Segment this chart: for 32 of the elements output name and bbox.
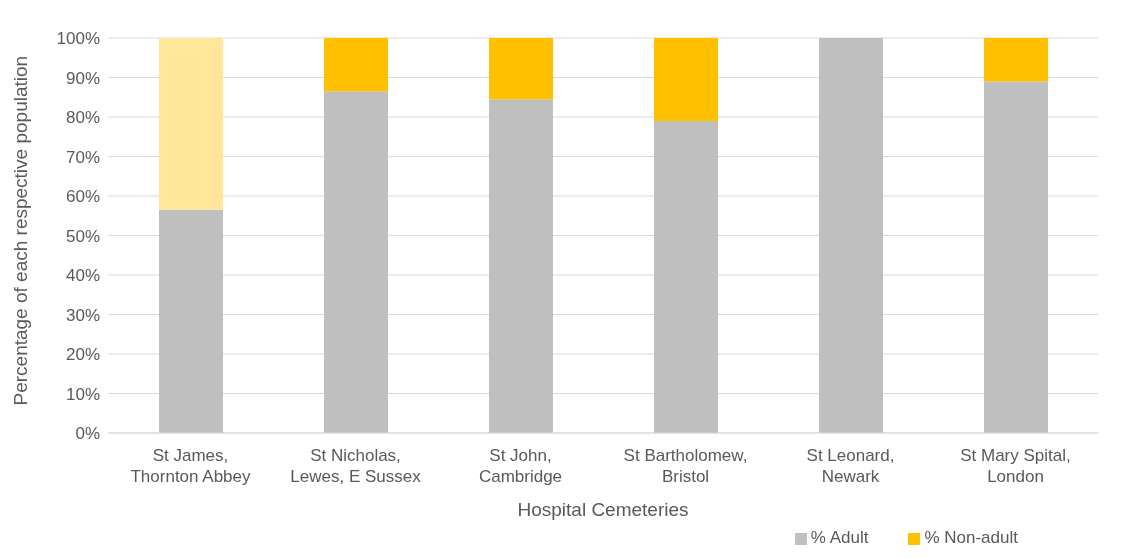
bar [984, 38, 1048, 82]
legend-label: % Non-adult [924, 528, 1018, 547]
y-tick-label: 10% [65, 384, 100, 404]
bar [489, 99, 553, 433]
y-tick-label: 100% [56, 29, 100, 49]
x-axis-title: Hospital Cemeteries [517, 499, 689, 520]
bar [324, 91, 388, 433]
legend-label: % Adult [810, 528, 869, 547]
bar [654, 120, 718, 433]
x-tick-label: St Nicholas, Lewes, E Sussex [290, 446, 422, 486]
bar [159, 209, 223, 433]
y-axis-title: Percentage of each respective population [9, 55, 31, 406]
y-tick-label: 40% [65, 266, 100, 286]
bar [489, 38, 553, 100]
y-tick-label: 80% [65, 108, 100, 128]
bar [159, 38, 223, 210]
y-tick-label: 60% [65, 187, 100, 207]
x-tick-label: St Mary Spital, London [960, 446, 1071, 486]
bar [984, 81, 1048, 433]
bar [819, 38, 883, 433]
x-tick-label: St Bartholomew, Bristol [623, 446, 748, 486]
y-tick-label: 90% [65, 68, 100, 88]
y-tick-label: 20% [65, 345, 100, 365]
y-tick-label: 0% [75, 424, 100, 444]
x-tick-label: St John, Cambridge [478, 446, 563, 486]
bar [654, 38, 718, 121]
x-tick-label: St Leonard, Newark [806, 446, 895, 486]
x-tick-label: St James, Thornton Abbey [130, 446, 252, 486]
y-tick-label: 70% [65, 147, 100, 167]
y-tick-label: 50% [65, 226, 100, 246]
bar [324, 38, 388, 92]
y-tick-label: 30% [65, 305, 100, 325]
